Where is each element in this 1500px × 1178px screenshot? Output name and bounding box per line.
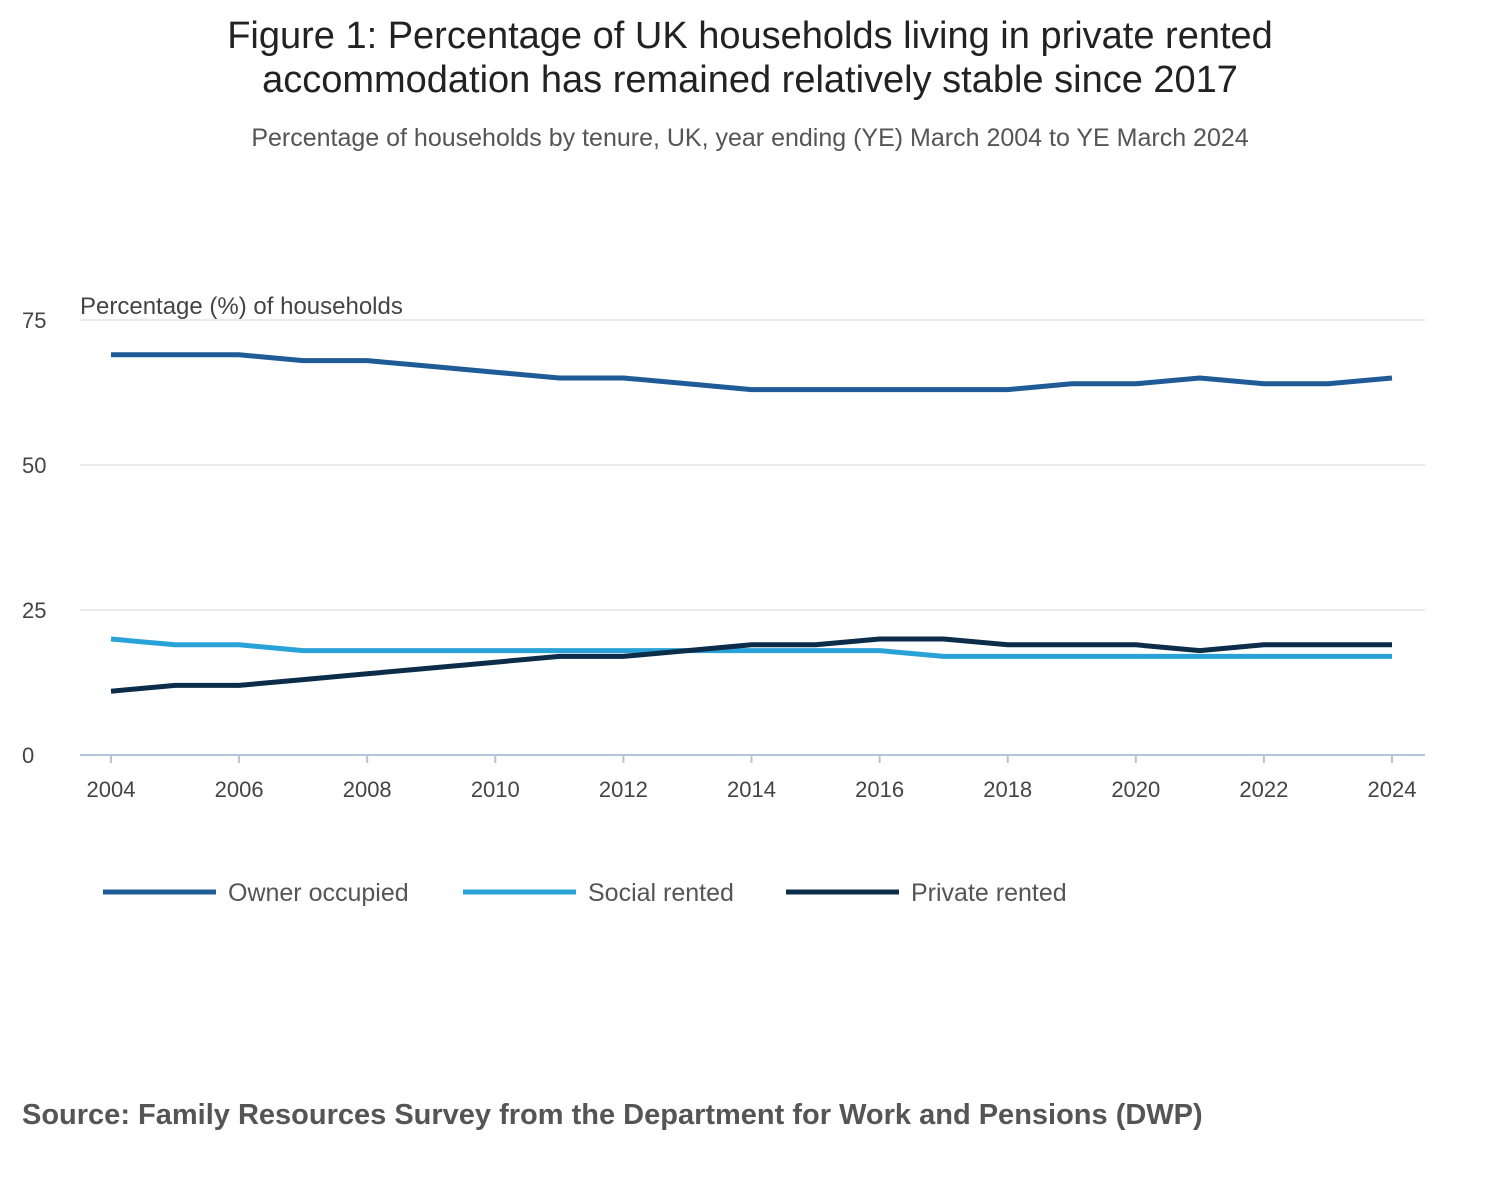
line-chart: 0 25 50 75 Percentage (%) of households 2004 2… (22, 293, 1425, 907)
source-note: Source: Family Resources Survey from the… (22, 1099, 1203, 1131)
chart-title-line-1: Figure 1: Percentage of UK households li… (227, 15, 1273, 57)
y-tick-label: 0 (22, 743, 34, 768)
x-tick-label: 2004 (87, 777, 136, 802)
x-tick-label: 2020 (1111, 777, 1160, 802)
x-tick-label: 2008 (343, 777, 392, 802)
legend-item-social-rented: Social rented (463, 879, 734, 907)
legend-label: Social rented (588, 879, 734, 907)
legend-label: Owner occupied (228, 879, 409, 907)
x-tick-label: 2022 (1239, 777, 1288, 802)
series-line-social-rented (110, 636, 1392, 659)
x-tick-label: 2024 (1368, 777, 1417, 802)
chart-subtitle: Percentage of households by tenure, UK, … (251, 124, 1249, 152)
y-tick-label: 75 (22, 308, 46, 333)
chart-title-line-2: accommodation has remained relatively st… (262, 59, 1238, 101)
x-tick-label: 2016 (855, 777, 904, 802)
series-line-owner-occupied (111, 352, 1393, 393)
chart-title: Figure 1: Percentage of UK households li… (100, 14, 1400, 102)
x-tick-label: 2006 (215, 777, 264, 802)
x-tick-label: 2012 (599, 777, 648, 802)
gridlines (80, 319, 1425, 611)
legend-item-owner-occupied: Owner occupied (103, 879, 409, 907)
legend-item-private-rented: Private rented (786, 879, 1067, 907)
y-tick-label: 25 (22, 598, 46, 623)
axes: 0 25 50 75 Percentage (%) of households 2004 2… (22, 293, 1425, 802)
y-axis-label: Percentage (%) of households (80, 293, 403, 320)
y-tick-label: 50 (22, 453, 46, 478)
legend: Owner occupied Social rented Private rente… (103, 879, 1067, 907)
x-tick-label: 2010 (471, 777, 520, 802)
series-lines (110, 352, 1393, 694)
x-tick-label: 2014 (727, 777, 776, 802)
series-line-private-rented (110, 636, 1392, 694)
legend-label: Private rented (911, 879, 1067, 907)
x-tick-label: 2018 (983, 777, 1032, 802)
